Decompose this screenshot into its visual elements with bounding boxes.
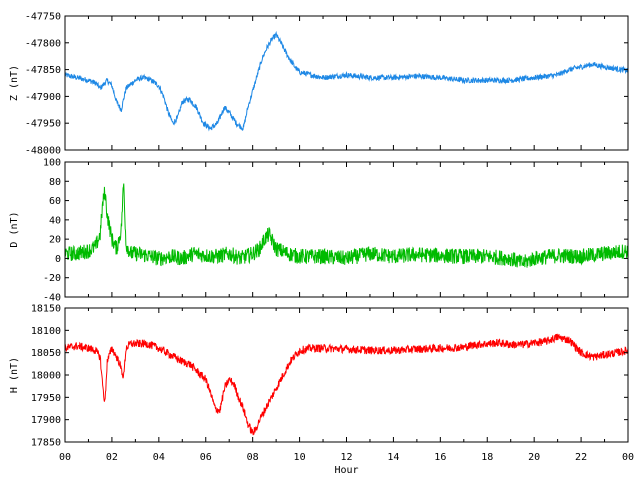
y-tick-label: 80 [49, 177, 61, 188]
y-tick-label: 18150 [31, 304, 61, 315]
y-tick-label: 0 [55, 254, 61, 265]
y-tick-label: -47900 [25, 92, 61, 103]
y-axis-label: H (nT) [9, 357, 20, 393]
y-tick-label: 60 [49, 196, 61, 207]
y-tick-label: -40 [43, 293, 61, 304]
y-tick-label: 40 [49, 215, 61, 226]
y-tick-label: -47800 [25, 38, 61, 49]
x-tick-label: 12 [340, 452, 352, 463]
series-line-panel-3 [64, 333, 629, 436]
x-tick-label: 14 [387, 452, 399, 463]
x-tick-label: 00 [622, 452, 634, 463]
x-tick-label: 10 [294, 452, 306, 463]
x-tick-label: 08 [247, 452, 259, 463]
y-tick-label: 20 [49, 235, 61, 246]
series-line-panel-2 [64, 183, 629, 268]
y-tick-label: 100 [43, 158, 61, 169]
x-tick-label: 02 [106, 452, 118, 463]
y-axis-label: D (nT) [9, 211, 20, 247]
y-tick-label: -48000 [25, 146, 61, 157]
y-tick-label: -20 [43, 273, 61, 284]
x-tick-label: 20 [528, 452, 540, 463]
y-tick-label: -47850 [25, 65, 61, 76]
x-axis-label: Hour [334, 465, 358, 476]
y-tick-label: 17850 [31, 438, 61, 449]
x-tick-label: 06 [200, 452, 212, 463]
plot-frame-2 [64, 161, 629, 298]
y-tick-label: 17950 [31, 393, 61, 404]
y-tick-label: 18100 [31, 326, 61, 337]
x-tick-label: 16 [434, 452, 446, 463]
x-tick-label: 18 [481, 452, 493, 463]
y-axis-label: Z (nT) [9, 65, 20, 101]
y-tick-label: 18050 [31, 348, 61, 359]
series-line-panel-1 [64, 30, 629, 132]
plot-frame-1 [64, 15, 629, 151]
x-tick-label: 04 [153, 452, 165, 463]
x-tick-label: 00 [59, 452, 71, 463]
y-tick-label: -47950 [25, 119, 61, 130]
y-tick-label: 18000 [31, 371, 61, 382]
x-tick-label: 22 [575, 452, 587, 463]
plot-frame-3 [64, 307, 629, 443]
y-tick-label: -47750 [25, 12, 61, 23]
y-tick-label: 17900 [31, 415, 61, 426]
